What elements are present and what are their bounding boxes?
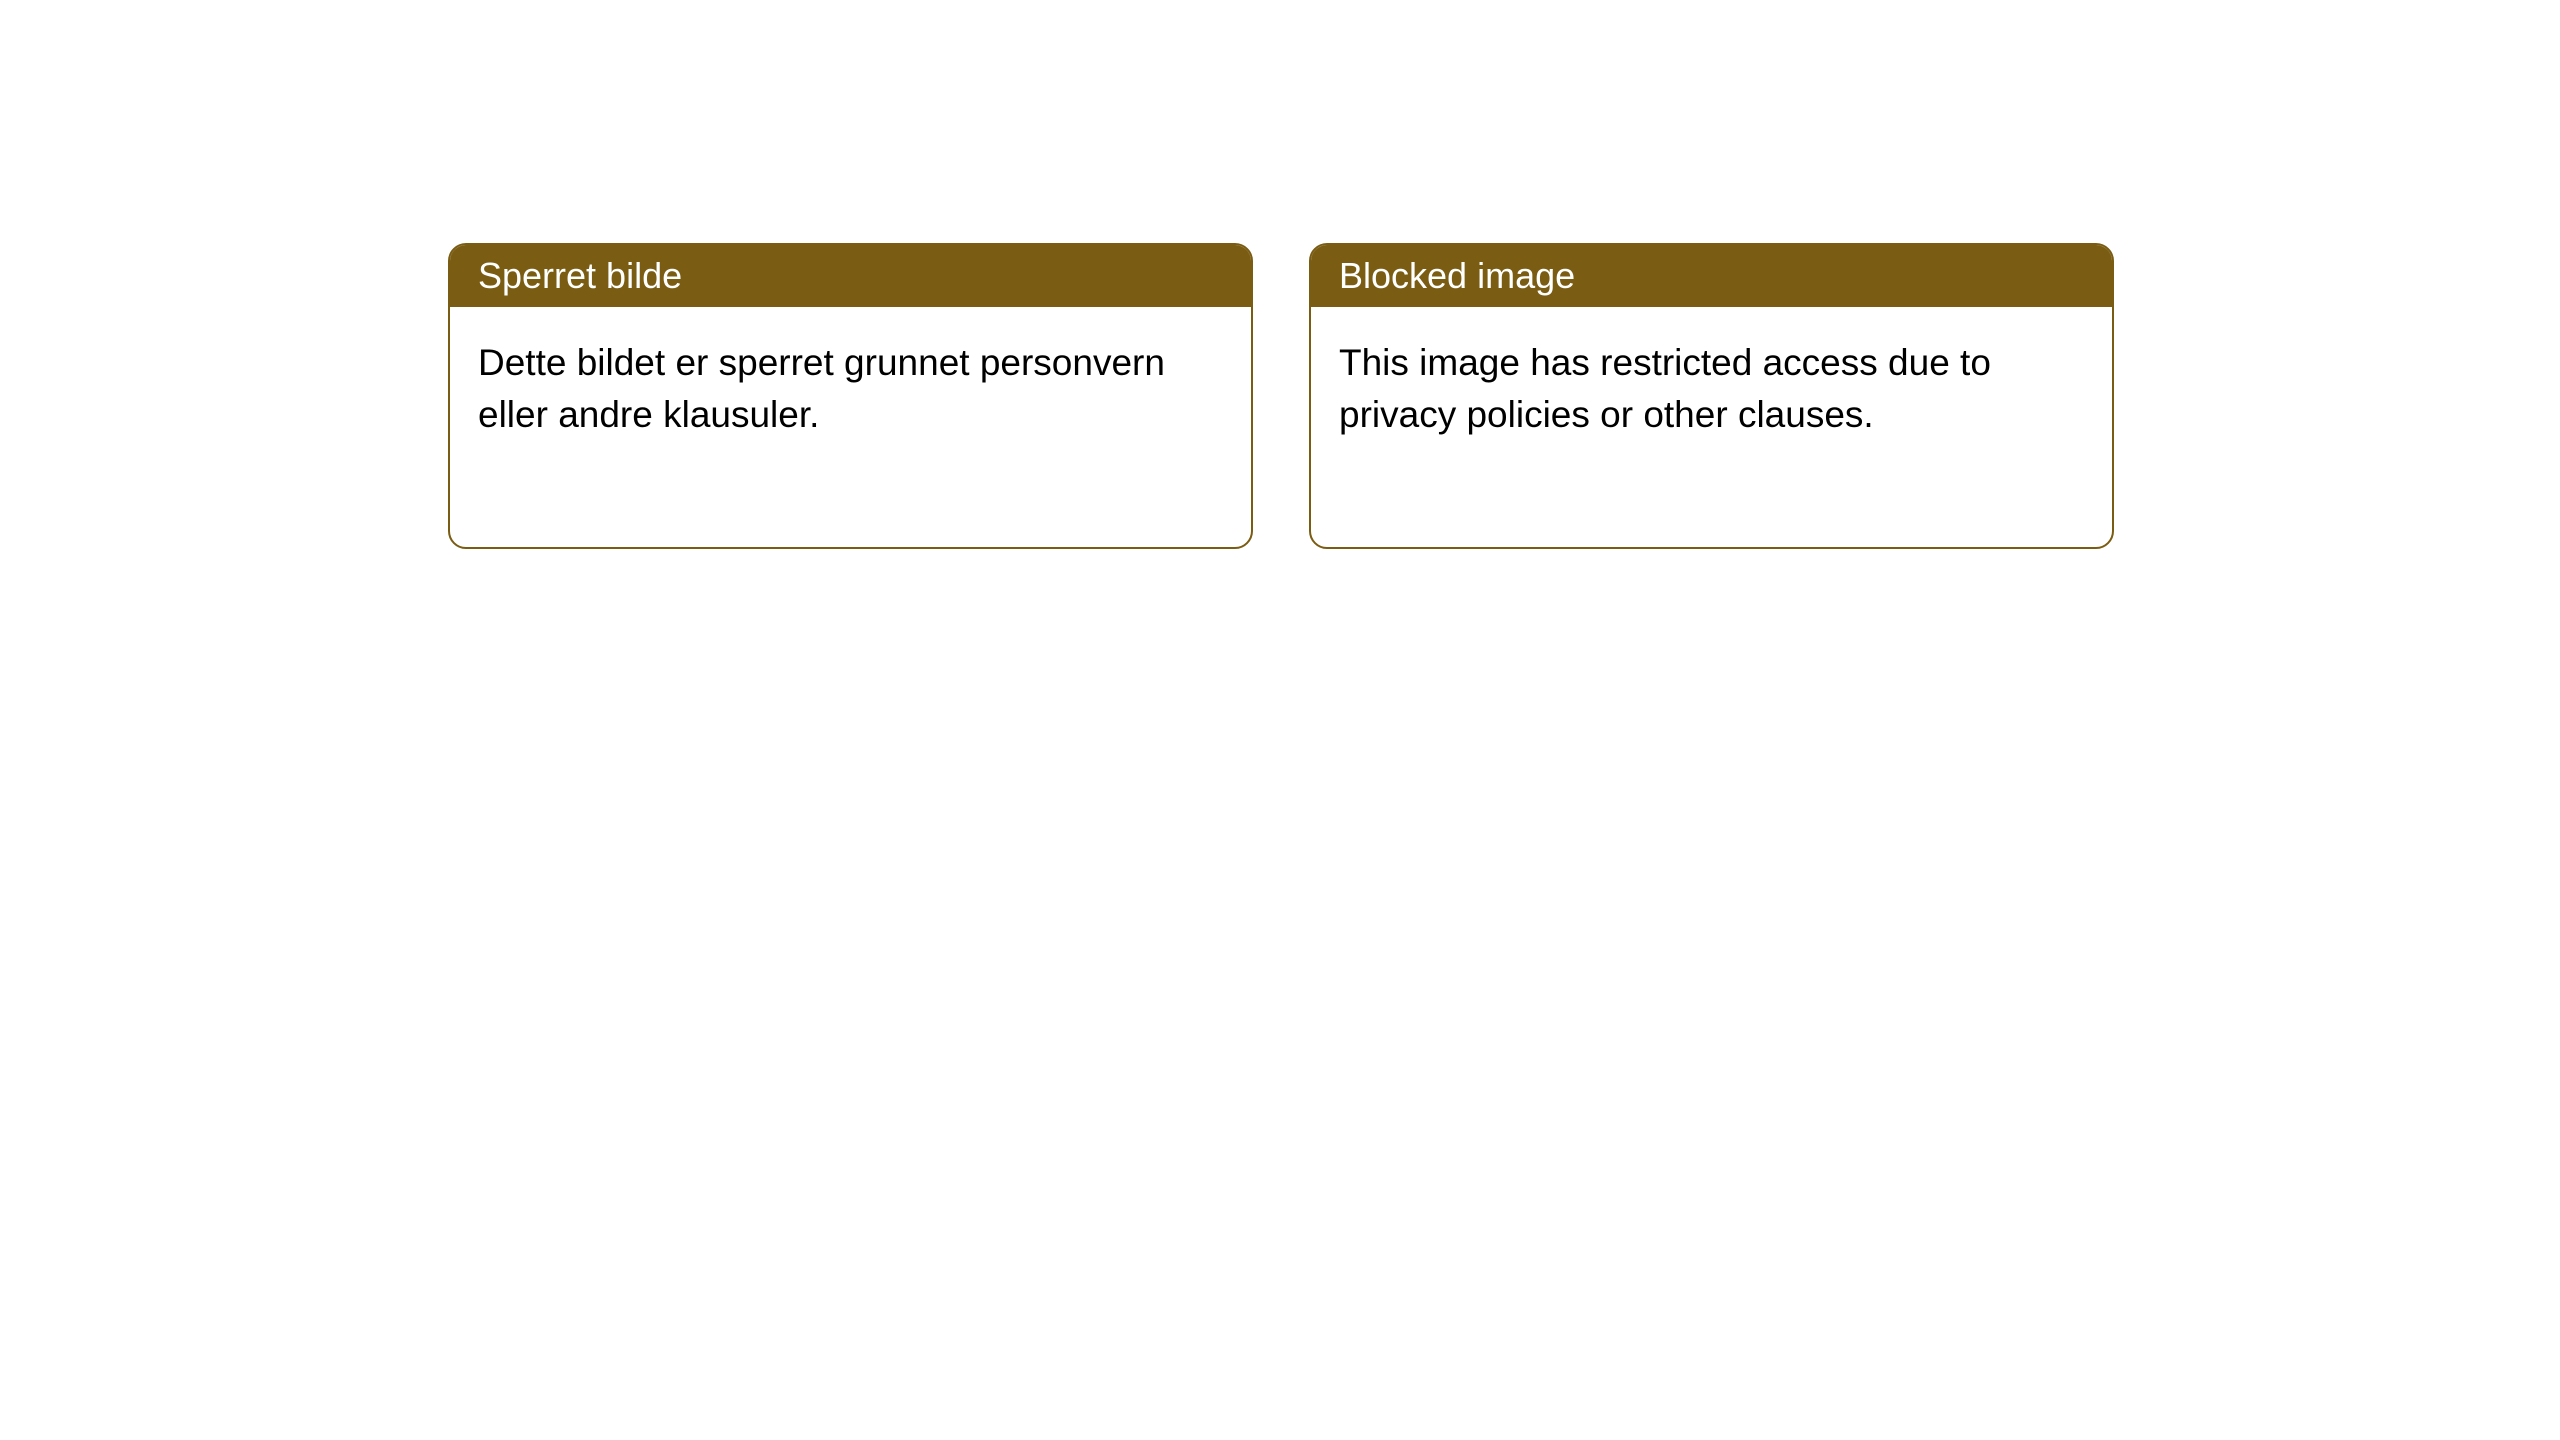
notice-body: Dette bildet er sperret grunnet personve… (450, 307, 1251, 547)
notice-card-english: Blocked image This image has restricted … (1309, 243, 2114, 549)
notice-card-norwegian: Sperret bilde Dette bildet er sperret gr… (448, 243, 1253, 549)
notice-header: Sperret bilde (450, 245, 1251, 307)
notice-header: Blocked image (1311, 245, 2112, 307)
notice-body: This image has restricted access due to … (1311, 307, 2112, 547)
notice-container: Sperret bilde Dette bildet er sperret gr… (0, 0, 2560, 549)
